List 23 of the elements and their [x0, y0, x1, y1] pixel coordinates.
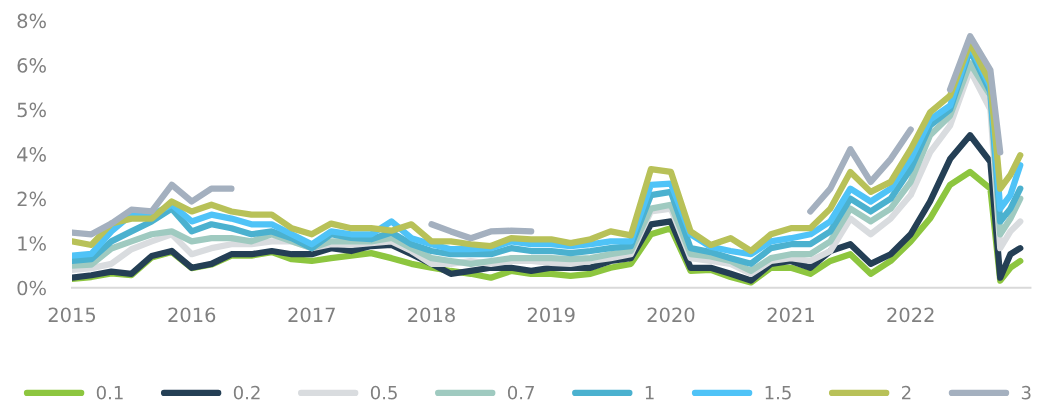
- legend-label: 0.1: [96, 385, 123, 400]
- legend-label: 3: [1021, 385, 1031, 400]
- y-tick-label: 6%: [17, 58, 46, 73]
- y-tick-label: 0%: [17, 280, 46, 296]
- legend-label: 2: [902, 385, 911, 400]
- legend-label: 1.5: [765, 386, 791, 400]
- legend-label: 1: [645, 386, 654, 400]
- x-tick-label: 2016: [168, 307, 216, 323]
- legend-label: 0.7: [507, 385, 534, 400]
- x-tick-label: 2019: [527, 307, 575, 323]
- y-tick-label: 1%: [18, 236, 46, 251]
- legend-label: 0.5: [370, 385, 397, 400]
- y-tick-label: 4%: [17, 147, 46, 162]
- y-tick-label: 2%: [17, 191, 46, 207]
- x-tick-label: 2018: [408, 307, 455, 323]
- x-tick-label: 2017: [288, 307, 335, 323]
- legend-label: 0.2: [233, 385, 260, 400]
- x-tick-label: 2020: [647, 307, 695, 323]
- y-tick-label: 5%: [17, 102, 46, 118]
- y-tick-label: 8%: [17, 13, 46, 29]
- x-tick-label: 2021: [767, 307, 814, 323]
- x-tick-label: 2022: [887, 307, 934, 323]
- x-tick-label: 2015: [48, 307, 96, 323]
